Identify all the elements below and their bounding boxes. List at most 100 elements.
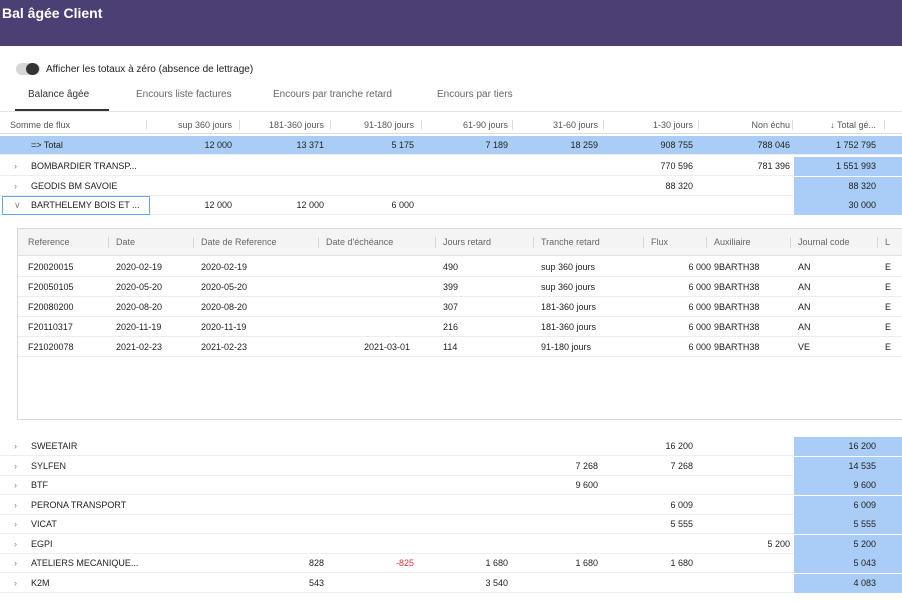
chevron-right-icon[interactable]: › (14, 519, 17, 529)
detail-column-header-0[interactable]: Reference (28, 237, 70, 247)
detail-row[interactable]: F20110317 2020-11-19 2020-11-19 216 181-360 … (18, 317, 902, 337)
total-highlight (794, 437, 902, 456)
detail-column-header-4[interactable]: Jours retard (443, 237, 492, 247)
row-value (243, 476, 324, 495)
table-row[interactable]: › BOMBARDIER TRANSP... 770 596 781 396 1 551… (0, 157, 902, 176)
column-header-8[interactable]: ↓ Total gé... (830, 120, 876, 130)
column-separator[interactable] (533, 237, 534, 248)
grid-header: Somme de flux sup 360 jours 181-360 jours 9… (0, 116, 902, 134)
column-separator[interactable] (318, 237, 319, 248)
chevron-right-icon[interactable]: › (14, 578, 17, 588)
table-row[interactable]: › SYLFEN 7 268 7 268 14 535 (0, 457, 902, 476)
column-separator[interactable] (792, 120, 793, 130)
detail-cell: 216 (443, 322, 459, 332)
table-row[interactable]: › GEODIS BM SAVOIE 88 320 88 320 (0, 177, 902, 196)
row-value (607, 196, 693, 215)
column-separator[interactable] (698, 120, 699, 130)
row-value (334, 177, 414, 196)
detail-column-header-8[interactable]: Journal code (798, 237, 850, 247)
chevron-right-icon[interactable]: › (14, 558, 17, 568)
column-separator[interactable] (884, 120, 885, 130)
chevron-right-icon[interactable]: › (14, 161, 17, 171)
detail-column-header-1[interactable]: Date (116, 237, 136, 247)
table-row[interactable]: › BTF 9 600 9 600 (0, 476, 902, 495)
column-header-7[interactable]: Non échu (751, 120, 790, 130)
row-value: 7 268 (575, 461, 598, 471)
table-row[interactable]: › K2M 543 3 540 4 083 (0, 574, 902, 593)
table-row[interactable]: › ATELIERS MECANIQUE... 828 -825 1 680 1 680 1… (0, 554, 902, 573)
chevron-right-icon[interactable]: › (14, 441, 17, 451)
table-row[interactable]: ∨ BARTHELEMY BOIS ET ... 12 000 12 000 6 000… (0, 196, 902, 215)
detail-cell: F20050105 (28, 282, 74, 292)
column-separator[interactable] (435, 237, 436, 248)
row-value: 1 680 (485, 558, 508, 568)
table-row[interactable]: › EGPI 5 200 5 200 (0, 535, 902, 554)
column-header-0[interactable]: Somme de flux (10, 120, 71, 130)
detail-cell: 181-360 jours (541, 322, 597, 332)
column-header-2[interactable]: 181-360 jours (268, 120, 324, 130)
row-value (150, 515, 232, 534)
column-separator[interactable] (643, 237, 644, 248)
detail-row[interactable]: F20080200 2020-08-20 2020-08-20 307 181-360 … (18, 297, 902, 317)
detail-row[interactable]: F20050105 2020-05-20 2020-05-20 399 sup 360 … (18, 277, 902, 297)
row-value (150, 177, 232, 196)
chevron-right-icon[interactable]: › (14, 461, 17, 471)
column-header-5[interactable]: 31-60 jours (552, 120, 598, 130)
row-label: EGPI (31, 539, 53, 549)
column-separator[interactable] (108, 237, 109, 248)
chevron-right-icon[interactable]: › (14, 500, 17, 510)
row-value: 9 600 (853, 480, 876, 490)
row-value (516, 496, 598, 515)
detail-column-header-5[interactable]: Tranche retard (541, 237, 600, 247)
detail-column-header-7[interactable]: Auxiliaire (714, 237, 751, 247)
column-separator[interactable] (421, 120, 422, 130)
chevron-down-icon[interactable]: ∨ (14, 200, 21, 210)
column-header-1[interactable]: sup 360 jours (177, 120, 232, 130)
row-label: => Total (31, 140, 63, 150)
row-value (150, 574, 232, 593)
table-row[interactable]: › SWEETAIR 16 200 16 200 (0, 437, 902, 456)
chevron-right-icon[interactable]: › (14, 539, 17, 549)
column-separator[interactable] (146, 120, 147, 130)
detail-cell: AN (798, 262, 811, 272)
row-value (702, 554, 790, 573)
column-separator[interactable] (790, 237, 791, 248)
chevron-right-icon[interactable]: › (14, 181, 17, 191)
row-label: SYLFEN (31, 461, 67, 471)
column-separator[interactable] (193, 237, 194, 248)
detail-row[interactable]: F21020078 2021-02-23 2021-02-23 2021-03-01 1… (18, 337, 902, 357)
row-value (334, 515, 414, 534)
detail-column-header-9[interactable]: L (885, 237, 891, 247)
detail-column-header-2[interactable]: Date de Reference (201, 237, 277, 247)
row-value: 1 680 (575, 558, 598, 568)
row-value (516, 515, 598, 534)
column-separator[interactable] (706, 237, 707, 248)
column-separator[interactable] (330, 120, 331, 130)
tab-balance-agee[interactable]: Balance âgée (28, 89, 90, 100)
column-separator[interactable] (239, 120, 240, 130)
row-value (334, 476, 414, 495)
column-separator[interactable] (603, 120, 604, 130)
detail-column-header-6[interactable]: Flux (651, 237, 669, 247)
table-row[interactable]: › PERONA TRANSPORT 6 009 6 009 (0, 496, 902, 515)
detail-row[interactable]: F20020015 2020-02-19 2020-02-19 490 sup 360 … (18, 257, 902, 277)
table-row[interactable]: › VICAT 5 555 5 555 (0, 515, 902, 534)
chevron-right-icon[interactable]: › (14, 480, 17, 490)
column-separator[interactable] (877, 237, 878, 248)
row-value (425, 157, 508, 176)
column-header-6[interactable]: 1-30 jours (652, 120, 693, 130)
total-row[interactable]: => Total 12 000 13 371 5 175 7 189 18 259 908 … (0, 136, 902, 155)
tab-encours-par-tranche-retard[interactable]: Encours par tranche retard (273, 89, 392, 100)
column-header-4[interactable]: 61-90 jours (462, 120, 508, 130)
tab-encours-par-tiers[interactable]: Encours par tiers (437, 89, 513, 100)
row-value: 16 200 (665, 441, 693, 451)
row-value: 88 320 (848, 181, 876, 191)
tab-encours-liste-factures[interactable]: Encours liste factures (136, 89, 232, 100)
detail-cell: 2020-08-20 (116, 302, 163, 312)
column-header-3[interactable]: 91-180 jours (363, 120, 414, 130)
row-value: 781 396 (757, 161, 790, 171)
detail-column-header-3[interactable]: Date d'échéance (326, 237, 394, 247)
detail-cell: 490 (443, 262, 459, 272)
column-separator[interactable] (512, 120, 513, 130)
zero-totals-toggle[interactable] (16, 63, 40, 75)
